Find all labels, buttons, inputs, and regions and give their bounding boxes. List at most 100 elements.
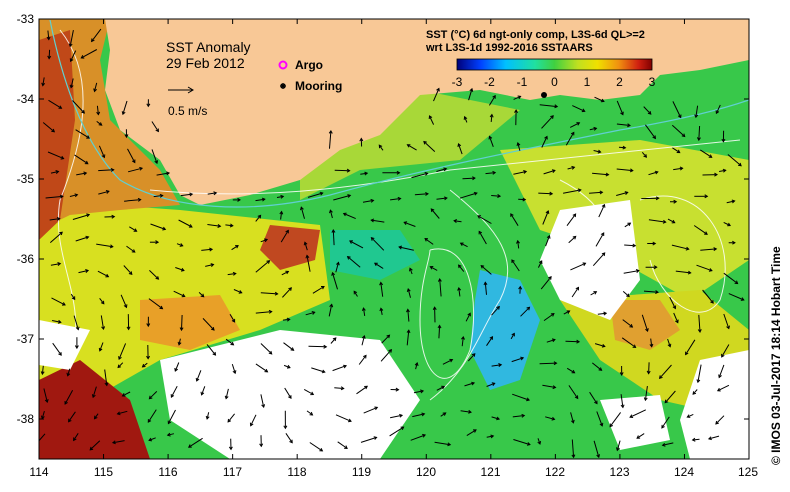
current-arrow — [196, 370, 202, 382]
current-arrowhead — [550, 115, 554, 119]
current-arrow — [81, 49, 98, 59]
current-arrowhead — [336, 261, 340, 266]
current-arrow — [361, 335, 365, 346]
current-arrowhead — [174, 367, 178, 372]
current-arrow — [52, 342, 62, 356]
current-arrow — [413, 390, 424, 394]
current-arrow — [104, 369, 108, 386]
current-arrowhead — [483, 281, 488, 286]
current-arrowhead — [627, 123, 631, 128]
current-arrow — [488, 95, 496, 106]
current-arrow — [621, 337, 636, 348]
current-arrow — [568, 385, 579, 399]
current-arrow — [343, 213, 356, 220]
current-arrowhead — [126, 326, 131, 331]
current-arrow — [664, 390, 676, 404]
current-arrowhead — [685, 246, 690, 251]
current-arrow — [412, 413, 425, 418]
current-arrowhead — [471, 353, 476, 357]
current-arrow — [620, 394, 624, 408]
current-arrow — [99, 342, 104, 351]
missing-data-east — [540, 200, 640, 320]
current-arrowhead — [188, 224, 193, 228]
current-arrowhead — [428, 115, 433, 120]
current-arrow — [207, 192, 217, 195]
current-arrow — [167, 409, 176, 424]
missing-data-west — [39, 320, 90, 370]
current-arrow — [225, 388, 229, 399]
current-arrowhead — [716, 387, 721, 392]
current-arrow — [96, 243, 113, 248]
current-arrowhead — [685, 351, 689, 356]
current-arrowhead — [47, 55, 52, 60]
current-arrowhead — [443, 196, 448, 201]
current-arrowhead — [721, 353, 725, 358]
current-arrowhead — [189, 192, 194, 197]
current-arrowhead — [264, 368, 269, 373]
current-arrow — [201, 248, 213, 251]
current-arrowhead — [676, 149, 681, 154]
current-arrow — [570, 412, 574, 423]
current-arrow — [91, 28, 102, 42]
current-arrow — [70, 293, 76, 300]
current-arrowhead — [599, 422, 604, 427]
current-arrow — [593, 440, 600, 458]
current-arrowhead — [629, 168, 634, 173]
current-arrowhead — [526, 397, 531, 402]
current-arrow — [284, 387, 292, 399]
current-arrowhead — [708, 268, 713, 272]
current-arrow — [349, 240, 364, 249]
current-arrow — [307, 192, 323, 198]
current-arrow — [89, 440, 101, 451]
current-arrow — [181, 314, 183, 331]
current-arrow — [260, 343, 273, 355]
current-arrowhead — [738, 162, 742, 167]
current-arrow — [205, 264, 214, 267]
current-arrowhead — [429, 266, 434, 270]
current-arrowhead — [713, 247, 718, 252]
current-arrowhead — [274, 291, 279, 296]
current-arrowhead — [280, 194, 285, 199]
current-arrow — [69, 194, 78, 197]
current-arrowhead — [432, 306, 437, 311]
lon-tick-label: 123 — [609, 465, 629, 479]
current-arrow — [229, 314, 236, 323]
current-arrowhead — [217, 224, 222, 228]
lon-tick-label: 116 — [158, 465, 177, 479]
current-arrow — [728, 293, 744, 301]
current-arrow — [594, 343, 605, 347]
current-arrow — [439, 278, 442, 297]
current-arrowhead — [600, 98, 605, 103]
current-arrowhead — [378, 144, 383, 149]
current-arrowhead — [213, 191, 218, 196]
current-arrow — [442, 359, 453, 365]
current-arrow — [178, 338, 181, 345]
current-arrowhead — [331, 271, 336, 276]
current-arrow — [440, 412, 446, 417]
current-arrowhead — [73, 437, 77, 442]
current-arrowhead — [425, 191, 429, 196]
current-arrow — [305, 311, 315, 316]
current-arrow — [167, 433, 175, 436]
current-arrowhead — [600, 232, 605, 236]
current-arrow — [404, 221, 416, 227]
current-arrowhead — [467, 312, 471, 317]
current-arrowhead — [364, 385, 369, 390]
current-arrow — [715, 104, 721, 114]
current-arrow — [308, 345, 327, 348]
current-arrow — [311, 367, 325, 373]
current-arrow — [282, 318, 290, 321]
current-arrow — [306, 410, 313, 416]
current-arrow — [702, 289, 714, 304]
current-arrow — [458, 143, 463, 155]
current-arrowhead — [576, 339, 581, 344]
current-arrowhead — [459, 242, 464, 246]
current-arrowhead — [166, 171, 171, 176]
lon-tick-label: 114 — [29, 465, 48, 479]
current-arrowhead — [677, 114, 682, 119]
current-arrowhead — [89, 446, 94, 451]
current-arrowhead — [146, 103, 151, 108]
current-arrowhead — [554, 104, 559, 109]
colorbar — [456, 58, 653, 71]
current-arrowhead — [93, 415, 98, 420]
